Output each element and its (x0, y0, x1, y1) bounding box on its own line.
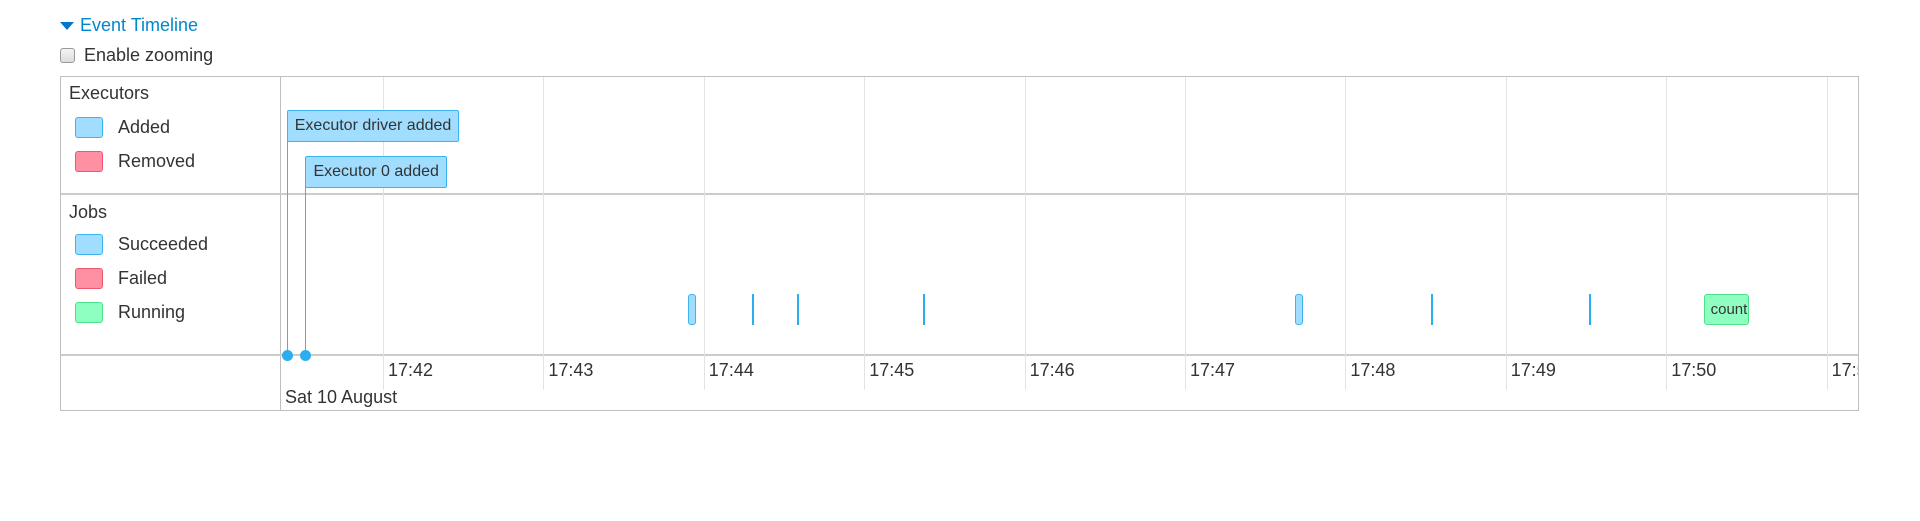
legend-divider (280, 77, 281, 410)
added-swatch (75, 117, 103, 138)
job-bar[interactable] (687, 294, 696, 325)
checkbox[interactable] (60, 48, 75, 63)
gridline (1345, 77, 1347, 367)
axis-tick-label: 17:46 (1024, 355, 1075, 390)
axis-tick-label: 17:49 (1505, 355, 1556, 390)
group-executors-title: Executors (69, 83, 150, 103)
gridline (864, 77, 866, 367)
axis-tick-label: 17:43 (543, 355, 593, 390)
gridline (1826, 77, 1828, 367)
caret-down-icon (60, 22, 74, 31)
legend-added: Added (75, 117, 170, 138)
timeline[interactable]: Executors Added Removed Jobs Succeeded F… (60, 76, 1859, 411)
legend-running: Running (75, 302, 185, 323)
axis-tick-label: 17:51 (1826, 355, 1858, 390)
legend-succeeded: Succeeded (75, 234, 208, 255)
executor-event-dot (300, 350, 312, 361)
job-bar[interactable] (751, 294, 754, 325)
legend-removed: Removed (75, 151, 195, 172)
job-bar[interactable] (797, 294, 800, 325)
gridline (543, 77, 545, 367)
executor-event-line (305, 186, 307, 356)
job-bar[interactable]: count (1703, 294, 1750, 325)
executor-event-line (286, 140, 288, 356)
gridline (1666, 77, 1668, 367)
axis-tick-label: 17:48 (1345, 355, 1395, 390)
legend-failed: Failed (75, 268, 167, 289)
executor-event-box[interactable]: Executor 0 added (305, 156, 447, 188)
job-bar[interactable] (1294, 294, 1303, 325)
axis-tick-label: 17:47 (1185, 355, 1235, 390)
succeeded-swatch (75, 234, 103, 255)
gridline (703, 77, 705, 367)
executor-event-dot (281, 350, 293, 361)
group-divider (61, 193, 1858, 195)
event-timeline-toggle[interactable]: Event Timeline (60, 15, 198, 36)
legend-label: Succeeded (118, 234, 209, 254)
gridline (383, 77, 384, 367)
legend-label: Removed (118, 151, 196, 171)
axis-divider (61, 354, 1858, 356)
failed-swatch (75, 268, 103, 289)
axis-tick-label: 17:42 (383, 355, 433, 390)
gridline (1185, 77, 1186, 367)
axis-date: Sat 10 August (285, 387, 398, 407)
gridline (1024, 77, 1026, 367)
axis-tick-label: 17:45 (864, 355, 914, 390)
job-bar[interactable] (1588, 294, 1591, 325)
running-swatch (75, 302, 103, 323)
executor-event-box[interactable]: Executor driver added (286, 110, 460, 142)
enable-zooming-checkbox[interactable]: Enable zooming (60, 45, 213, 66)
job-bar[interactable] (1430, 294, 1433, 325)
group-jobs-title: Jobs (69, 202, 108, 222)
removed-swatch (75, 151, 103, 172)
axis-tick-label: 17:44 (703, 355, 754, 390)
legend-label: Failed (118, 268, 168, 288)
enable-zooming-label: Enable zooming (84, 45, 214, 65)
legend-label: Running (118, 302, 186, 322)
section-title: Event Timeline (80, 15, 199, 35)
job-bar[interactable] (923, 294, 925, 325)
axis-tick-label: 17:50 (1666, 355, 1716, 390)
legend-label: Added (118, 117, 171, 137)
gridline (1505, 77, 1507, 367)
